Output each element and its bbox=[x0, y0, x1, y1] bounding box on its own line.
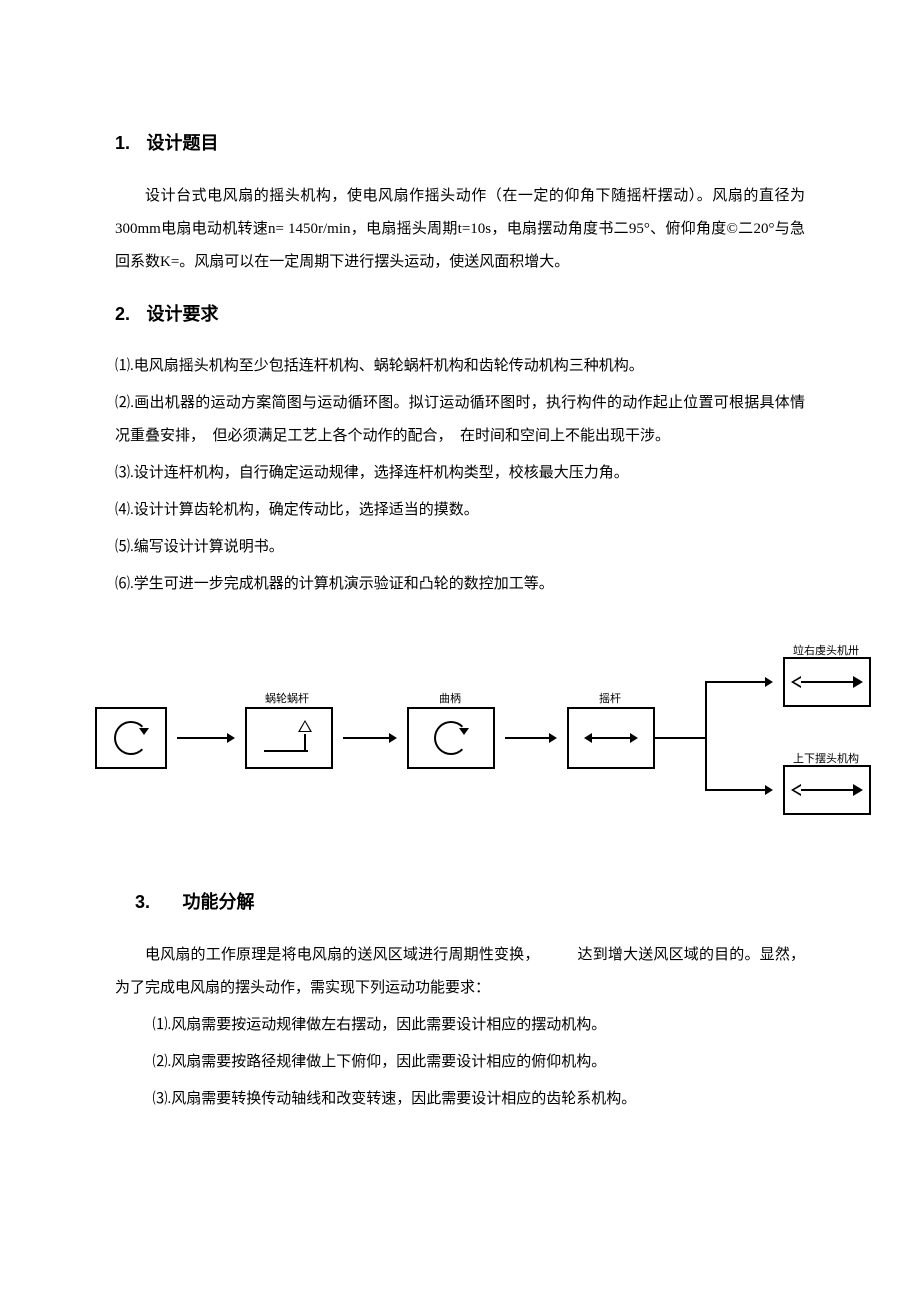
list-item: ⑵.画出机器的运动方案简图与运动循环图。拟订运动循环图时，执行构件的动作起止位置… bbox=[115, 387, 805, 453]
edge-line bbox=[705, 737, 707, 791]
node-crank bbox=[407, 707, 495, 769]
list-item: ⑵.风扇需要按路径规律做上下俯仰，因此需要设计相应的俯仰机构。 bbox=[115, 1046, 805, 1079]
triangle-icon bbox=[298, 720, 312, 732]
edge-line bbox=[705, 681, 707, 739]
double-open-arrow-icon bbox=[801, 789, 853, 791]
arrow-icon bbox=[707, 681, 771, 683]
list-item: ⑴.风扇需要按运动规律做左右摆动，因此需要设计相应的摆动机构。 bbox=[115, 1009, 805, 1042]
node-worm bbox=[245, 707, 333, 769]
section-1-heading: 1. 设计题目 bbox=[115, 124, 805, 164]
flowchart: 蜗轮蜗杆 曲柄 摇杆 竝右虔头机卅 上下摆头机构 bbox=[95, 637, 875, 847]
rotation-icon bbox=[434, 721, 468, 755]
node-lr bbox=[783, 657, 871, 707]
node-rocker bbox=[567, 707, 655, 769]
list-item: ⑹.学生可进一步完成机器的计算机演示验证和凸轮的数控加工等。 bbox=[115, 568, 805, 601]
node-ud bbox=[783, 765, 871, 815]
section-2-heading: 2. 设计要求 bbox=[115, 295, 805, 335]
list-item: ⑷.设计计算齿轮机构，确定传动比，选择适当的摸数。 bbox=[115, 494, 805, 527]
list-item: ⑴.电风扇摇头机构至少包括连杆机构、蜗轮蜗杆机构和齿轮传动机构三种机构。 bbox=[115, 350, 805, 383]
arrow-icon bbox=[505, 737, 555, 739]
list-item: ⑶.风扇需要转换传动轴线和改变转速，因此需要设计相应的齿轮系机构。 bbox=[115, 1083, 805, 1116]
arrow-icon bbox=[177, 737, 233, 739]
section-3-title: 功能分解 bbox=[183, 892, 255, 912]
section-3-num: 3. bbox=[135, 892, 150, 912]
list-item: ⑶.设计连杆机构，自行确定运动规律，选择连杆机构类型，校核最大压力角。 bbox=[115, 457, 805, 490]
rotation-icon bbox=[114, 721, 148, 755]
arrow-icon bbox=[343, 737, 395, 739]
double-open-arrow-icon bbox=[801, 681, 853, 683]
node-motor bbox=[95, 707, 167, 769]
section-1-para: 设计台式电风扇的摇头机构，使电风扇作摇头动作（在一定的仰角下随摇杆摆动）。风扇的… bbox=[115, 180, 805, 279]
section-2-num: 2. bbox=[115, 304, 130, 324]
section-3-para: 电风扇的工作原理是将电风扇的送风区域进行周期性变换， 达到增大送风区域的目的。显… bbox=[115, 939, 805, 1005]
edge-line bbox=[655, 737, 707, 739]
section-2-title: 设计要求 bbox=[147, 304, 219, 324]
section-3-heading: 3. 功能分解 bbox=[135, 883, 805, 923]
section-1-title: 设计题目 bbox=[147, 133, 219, 153]
list-item: ⑸.编写设计计算说明书。 bbox=[115, 531, 805, 564]
arrow-icon bbox=[707, 789, 771, 791]
section-1-num: 1. bbox=[115, 133, 130, 153]
double-arrow-icon bbox=[586, 737, 636, 739]
